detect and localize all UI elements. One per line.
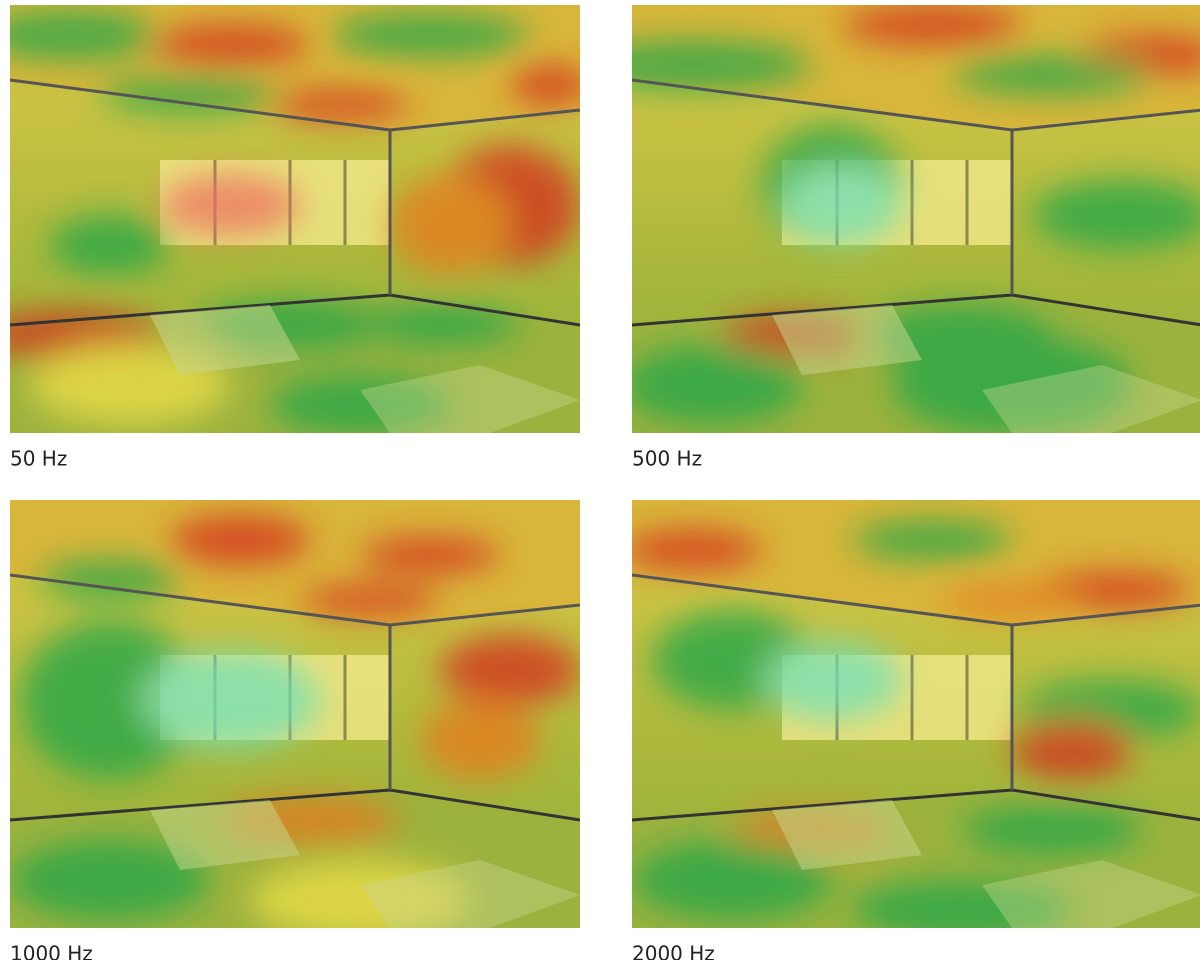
desk <box>772 305 922 375</box>
ceiling <box>632 5 1200 130</box>
panel-label: 2000 Hz <box>632 942 715 961</box>
heat-blob <box>100 77 280 113</box>
heat-blob <box>782 165 902 245</box>
heat-blob <box>360 537 500 573</box>
heat-blob <box>962 805 1142 855</box>
heat-blob <box>330 13 530 57</box>
panel-label: 500 Hz <box>632 447 702 471</box>
heat-blob <box>1032 180 1200 250</box>
desk <box>150 800 300 870</box>
heat-blob <box>170 515 310 565</box>
heat-blob <box>270 90 410 120</box>
heat-blob <box>250 860 470 928</box>
heat-blob <box>842 5 1022 45</box>
heat-blobs <box>10 515 580 928</box>
heat-blob <box>390 175 510 275</box>
heat-blob <box>510 65 580 105</box>
heat-blob <box>852 520 1012 560</box>
heat-blob <box>10 840 210 920</box>
heat-blob <box>140 650 320 750</box>
heat-blob <box>50 215 170 275</box>
heat-blob <box>440 635 580 705</box>
heat-blob <box>1012 720 1132 780</box>
panel-label: 1000 Hz <box>10 942 93 961</box>
heat-blob <box>632 840 832 920</box>
heatmap-image <box>632 5 1200 433</box>
desk <box>150 305 300 375</box>
heat-blob <box>632 345 802 425</box>
heat-blob <box>40 560 180 600</box>
heat-blob <box>300 585 440 615</box>
heat-blob <box>360 305 520 345</box>
heat-blob <box>952 55 1152 95</box>
heat-blob <box>270 375 450 433</box>
heatmap-image <box>10 500 580 928</box>
heat-blob <box>150 25 310 65</box>
panel-label: 50 Hz <box>10 447 67 471</box>
heatmap-image <box>632 500 1200 928</box>
heat-blob <box>420 700 540 780</box>
heat-blob <box>632 40 812 90</box>
heatmap-image <box>10 5 580 433</box>
heat-blob <box>160 175 300 235</box>
desk <box>982 365 1200 433</box>
desk <box>360 365 580 433</box>
desk <box>772 800 922 870</box>
heat-blob <box>20 620 200 780</box>
heat-blob <box>10 10 160 60</box>
heat-blob <box>762 640 902 720</box>
desk <box>360 860 580 928</box>
heat-blob <box>872 305 1052 365</box>
desk <box>982 860 1200 928</box>
heat-blob <box>942 585 1082 615</box>
heat-blob <box>632 530 762 570</box>
heat-blob <box>852 880 1072 928</box>
